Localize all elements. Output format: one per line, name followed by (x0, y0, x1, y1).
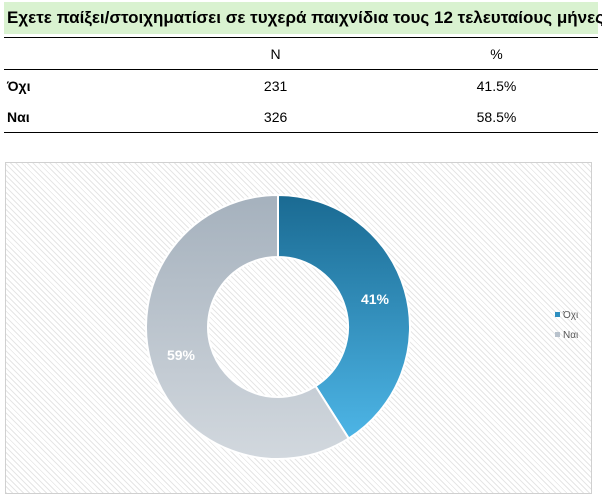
header-percent: % (490, 45, 503, 62)
row-label: Ναι (7, 108, 30, 125)
donut-chart: 41% 59% Όχι Ναι (145, 193, 578, 460)
table-row: Όχι 231 41.5% (4, 70, 598, 102)
donut-slice-2 (145, 193, 351, 460)
header-n: N (270, 45, 281, 62)
row-percent: 41.5% (476, 77, 517, 94)
chart-area: 41% 59% Όχι Ναι (5, 162, 592, 494)
row-n: 326 (263, 108, 288, 125)
table-header-row: N % (4, 37, 598, 70)
legend-label-2: Ναι (563, 330, 578, 341)
header-blank (4, 38, 156, 70)
row-label: Όχι (7, 77, 31, 94)
row-n: 231 (263, 77, 288, 94)
table-row: Ναι 326 58.5% (4, 101, 598, 133)
data-label-2: 59% (167, 347, 196, 363)
donut-slice-1 (277, 193, 411, 440)
table-title: Εχετε παίξει/στοιχηματίσει σε τυχερά παι… (4, 2, 602, 34)
data-label-1: 41% (361, 291, 390, 307)
row-percent: 58.5% (476, 108, 517, 125)
legend-swatch-2 (555, 332, 560, 337)
legend-swatch-1 (555, 312, 560, 317)
legend-label-1: Όχι (562, 310, 578, 321)
results-table: N % Όχι 231 41.5% Ναι 326 58.5% (4, 37, 598, 133)
